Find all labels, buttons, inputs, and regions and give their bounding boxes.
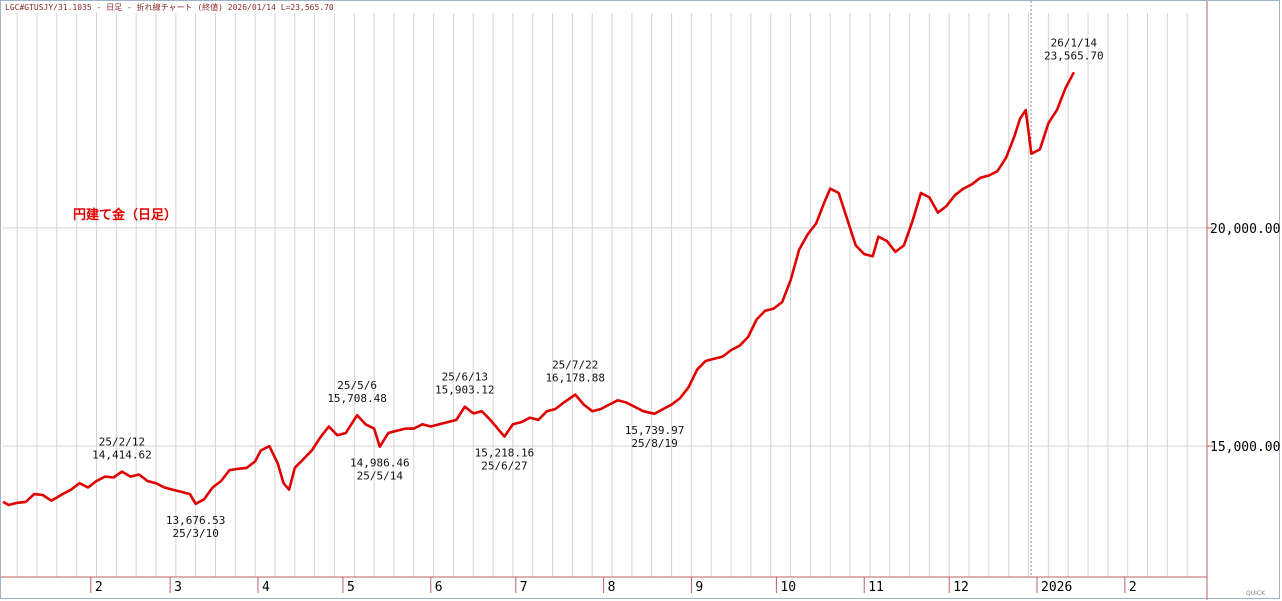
chart-title: 円建て金（日足） [73, 207, 177, 223]
x-tick-label: 8 [608, 580, 616, 595]
annotation: 25/5/615,708.48 [327, 379, 387, 405]
annotation-date: 26/1/14 [1051, 36, 1098, 49]
y-axis-ticks: 15,000.00 20,000.00 [1207, 222, 1280, 455]
annotation-date: 25/6/27 [481, 460, 527, 473]
y-tick-label: 20,000.00 [1210, 222, 1280, 237]
x-tick-label: 9 [695, 580, 703, 595]
annotation-date: 25/8/19 [631, 437, 677, 450]
x-tick-label: 6 [435, 580, 443, 595]
chart-header: LGC#GTUSJY/31.1035 - 日足 - 折れ線チャート (終値) 2… [5, 2, 334, 12]
annotation-date: 25/2/12 [99, 436, 145, 449]
x-tick-label: 4 [262, 580, 270, 595]
price-line[interactable] [2, 71, 1076, 507]
x-tick-label: 12 [953, 580, 969, 595]
annotation-date: 25/5/6 [337, 379, 377, 392]
annotation-date: 25/6/13 [442, 371, 488, 384]
axes [1, 1, 1208, 600]
annotation-value: 15,903.12 [435, 384, 495, 397]
annotation-date: 25/5/14 [357, 470, 404, 483]
x-tick-label: 7 [520, 580, 528, 595]
annotation-value: 13,676.53 [166, 514, 226, 527]
x-axis-ticks: 2 3 4 5 6 7 8 9 10 11 12 2026 2 [90, 577, 1137, 595]
x-tick-label: 11 [868, 580, 884, 595]
x-tick-label: 10 [780, 580, 796, 595]
x-tick-label: 3 [174, 580, 182, 595]
annotation-value: 23,565.70 [1044, 49, 1104, 62]
watermark: QUICK [1246, 590, 1266, 597]
annotation-date: 25/7/22 [552, 359, 598, 372]
annotation-value: 16,178.88 [545, 372, 605, 385]
annotation-date: 25/3/10 [172, 527, 218, 540]
x-tick-label: 2 [95, 580, 103, 595]
annotation-value: 14,414.62 [92, 449, 152, 462]
annotation-value: 15,708.48 [327, 392, 387, 405]
vertical-grid [16, 13, 1188, 577]
y-tick-label: 15,000.00 [1210, 440, 1280, 455]
annotation-value: 15,218.16 [475, 447, 535, 460]
annotations: 25/2/1214,414.6213,676.5325/3/1025/5/615… [92, 36, 1103, 540]
annotation-value: 15,739.97 [625, 424, 685, 437]
horizontal-grid [3, 227, 1207, 447]
x-tick-label: 5 [347, 580, 355, 595]
annotation-value: 14,986.46 [350, 457, 410, 470]
x-tick-label: 2026 [1041, 580, 1072, 595]
x-tick-label: 2 [1129, 580, 1137, 595]
